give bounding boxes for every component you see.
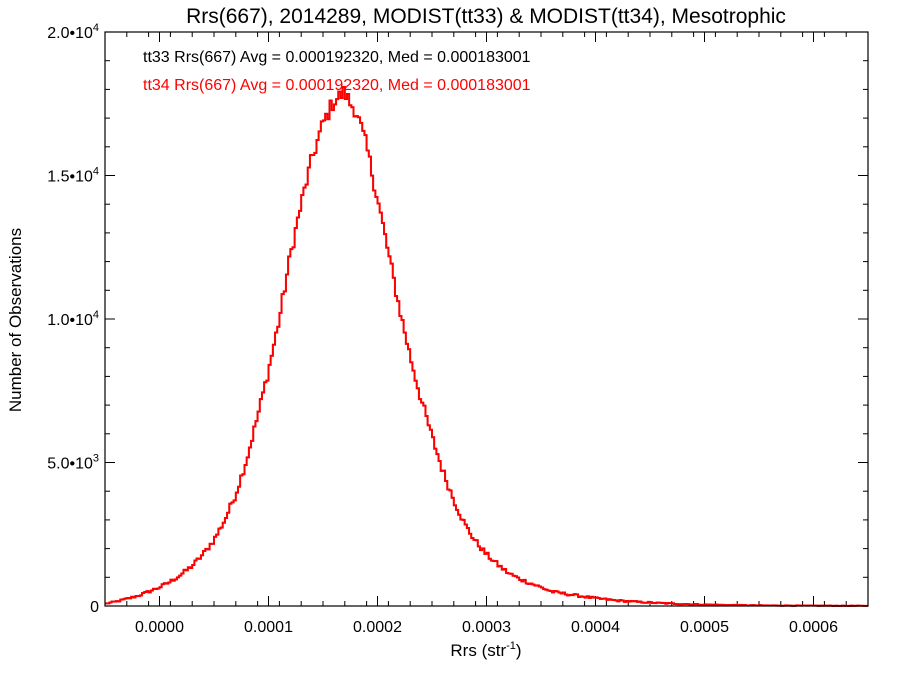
x-tick-label: 0.0004 (571, 619, 620, 636)
axes: 0.0000 0.0001 0.0002 0.0003 0.0004 0.0005 0.00… (47, 22, 869, 636)
x-tick-label: 0.0000 (135, 619, 184, 636)
series-tt34-histogram (105, 86, 868, 607)
y-tick-label: 5.0•103 (47, 453, 99, 473)
x-tick-label: 0.0001 (244, 619, 293, 636)
y-tick-label: 1.5•104 (47, 166, 99, 186)
x-tick-label: 0.0003 (462, 619, 511, 636)
y-tick-label: 1.0•104 (47, 309, 99, 329)
y-tick-label: 0 (90, 599, 99, 616)
plot-frame (104, 31, 869, 607)
x-tick-label: 0.0005 (680, 619, 729, 636)
x-tick-label: 0.0002 (353, 619, 402, 636)
x-axis-label: Rrs (str-1) (450, 640, 521, 660)
y-axis-label: Number of Observations (6, 228, 25, 412)
annotation-tt33: tt33 Rrs(667) Avg = 0.000192320, Med = 0… (143, 49, 531, 66)
series-layer (105, 86, 868, 607)
y-tick-label: 2.0•104 (47, 22, 99, 42)
chart-title: Rrs(667), 2014289, MODIST(tt33) & MODIST… (186, 5, 786, 28)
annotation-tt34: tt34 Rrs(667) Avg = 0.000192320, Med = 0… (143, 77, 531, 94)
x-tick-label: 0.0006 (789, 619, 838, 636)
